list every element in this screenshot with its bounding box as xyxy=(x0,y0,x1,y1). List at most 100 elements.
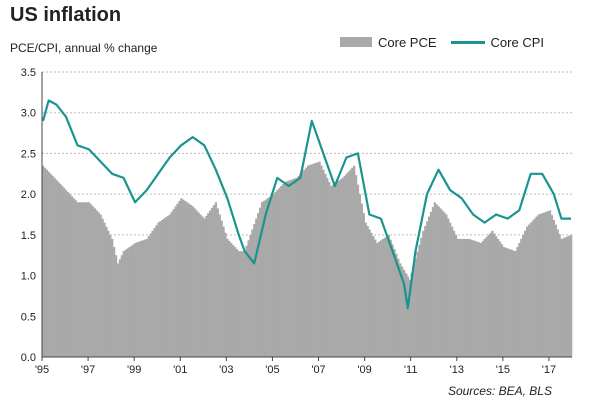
core-pce-bar xyxy=(176,203,179,357)
core-pce-bar xyxy=(410,272,413,357)
core-pce-bar xyxy=(88,202,91,357)
core-pce-bar xyxy=(477,242,481,357)
core-pce-bar xyxy=(456,238,460,357)
core-pce-bar xyxy=(537,214,540,357)
core-pce-bar xyxy=(143,239,146,357)
core-pce-bar xyxy=(74,200,77,357)
y-axis-label: PCE/CPI, annual % change xyxy=(10,41,158,55)
core-pce-bar xyxy=(210,207,214,357)
legend-label-core-pce: Core PCE xyxy=(378,34,437,50)
core-pce-bar xyxy=(343,175,346,357)
core-pce-bar xyxy=(45,169,49,357)
core-pce-bar xyxy=(255,218,258,357)
core-pce-bar xyxy=(424,226,427,357)
core-pce-bar xyxy=(218,214,221,357)
core-pce-bar xyxy=(502,247,506,357)
core-pce-bar xyxy=(403,269,406,357)
core-pce-bar xyxy=(49,173,52,357)
core-pce-bar xyxy=(545,211,548,357)
x-tick-label: '07 xyxy=(311,364,325,376)
core-pce-bar xyxy=(412,265,415,357)
core-pce-bar xyxy=(481,240,484,357)
core-pce-bar xyxy=(299,173,302,357)
core-pce-bar xyxy=(487,234,490,357)
core-pce-bar xyxy=(266,198,269,357)
core-pce-bar xyxy=(529,222,532,357)
core-pce-bar xyxy=(91,206,95,357)
core-pce-bar xyxy=(437,206,440,357)
x-tick-label: '01 xyxy=(173,364,187,376)
core-pce-bar xyxy=(426,221,429,357)
core-pce-bar xyxy=(191,206,195,357)
core-pce-bar xyxy=(347,171,350,357)
y-tick-label: 3.0 xyxy=(21,108,36,120)
core-pce-bar xyxy=(358,194,362,357)
core-pce-bar xyxy=(186,202,189,357)
legend-item-core-cpi: Core CPI xyxy=(450,34,544,50)
core-pce-bar xyxy=(97,212,100,357)
core-pce-bar xyxy=(70,196,74,357)
core-pce-bar xyxy=(249,234,252,357)
core-pce-bar xyxy=(257,213,260,357)
core-pce-bar xyxy=(387,234,390,357)
core-pce-bar xyxy=(566,236,569,357)
core-pce-bar xyxy=(111,238,114,357)
core-pce-bar xyxy=(330,186,333,357)
core-pce-bar xyxy=(353,165,356,357)
core-pce-bar xyxy=(439,208,442,357)
core-pce-bar xyxy=(130,245,133,357)
core-pce-bar xyxy=(472,240,475,357)
x-tick-label: '03 xyxy=(219,364,233,376)
core-pce-bar xyxy=(320,165,323,357)
core-pce-bar xyxy=(427,216,431,357)
legend: Core PCE Core CPI xyxy=(340,34,558,50)
core-pce-bar xyxy=(308,164,312,357)
core-cpi-line-group xyxy=(41,99,571,310)
y-tick-label: 2.0 xyxy=(21,189,36,201)
y-tick-label: 1.5 xyxy=(21,230,36,242)
y-tick-label: 2.5 xyxy=(21,148,36,160)
core-pce-bar xyxy=(295,177,298,357)
core-pce-bar xyxy=(166,215,170,357)
core-pce-bar xyxy=(82,202,85,357)
core-pce-bar xyxy=(385,236,388,357)
core-pce-bar xyxy=(391,244,394,357)
core-pce-bar xyxy=(243,251,246,357)
core-pce-bar xyxy=(404,273,408,357)
core-pce-bar xyxy=(222,226,225,357)
core-pce-bar xyxy=(376,243,379,357)
core-pce-bar xyxy=(522,234,525,357)
x-tick-label: '97 xyxy=(81,364,95,376)
core-pce-bar xyxy=(504,247,508,357)
y-tick-label: 3.5 xyxy=(21,67,36,79)
core-pce-bar xyxy=(328,181,331,357)
core-pce-bar xyxy=(374,239,377,357)
core-pce-bar xyxy=(66,192,70,357)
core-pce-bar xyxy=(114,255,118,357)
chart-title: US inflation xyxy=(10,4,122,26)
core-pce-bar xyxy=(239,251,243,357)
core-pce-bar xyxy=(558,234,561,357)
core-pce-bar xyxy=(312,163,315,357)
core-pce-bar xyxy=(283,181,287,357)
core-pce-bar xyxy=(324,173,327,357)
core-pce-bar xyxy=(335,181,339,357)
core-pce-bar xyxy=(305,167,308,357)
core-pce-bar xyxy=(418,244,421,357)
core-pce-bar xyxy=(151,230,154,357)
core-pce-bar xyxy=(57,181,60,357)
core-pce-bar xyxy=(124,249,127,357)
legend-label-core-cpi: Core CPI xyxy=(490,34,544,50)
core-pce-bar xyxy=(535,216,538,357)
core-pce-bar xyxy=(153,228,156,357)
core-pce-bar xyxy=(372,236,375,357)
core-pce-bar xyxy=(523,230,527,357)
core-pce-bar xyxy=(120,255,123,357)
core-pce-bar xyxy=(113,247,116,357)
core-pce-bar xyxy=(270,195,273,357)
core-pce-bar xyxy=(362,213,365,357)
core-pce-bar xyxy=(241,251,244,357)
core-pce-bar xyxy=(99,214,102,357)
core-pce-bar xyxy=(454,234,458,357)
core-pce-bar xyxy=(180,198,183,357)
